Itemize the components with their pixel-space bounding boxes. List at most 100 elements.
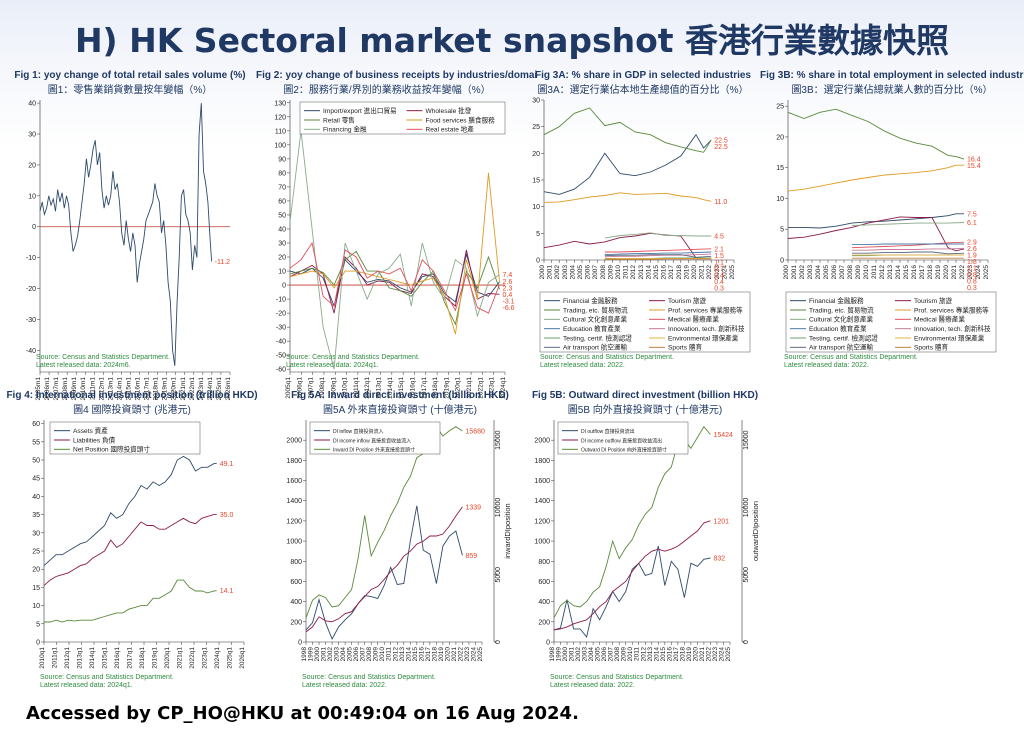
x-tick-label: 2021 [451,647,458,662]
legend-box [299,101,506,135]
x-tick-label: 2025 [729,265,736,280]
x-tick-label: 2002 [799,265,806,280]
x-tick-label: 2025 [477,647,484,662]
last-value-label: 0.4 [502,292,512,299]
page-title: H) HK Sectoral market snapshot 香港行業數據快照 [74,21,950,60]
y-tick-label: 20 [776,134,784,141]
x-tick-label: 2022m1 [189,377,196,401]
last-value-label: 1201 [713,518,729,525]
latest-release-text: Latest released data: 2022. [784,362,869,369]
last-value-label: -6.6 [502,305,514,312]
x-tick-label: 2002 [575,647,582,662]
x-tick-label: 2014 [405,647,412,662]
legend-entry: Financial 金融服務 [809,296,864,305]
x-tick-label: 2024q1 [500,377,507,399]
x-tick-label: 2016q1 [409,377,416,399]
chart-panel-fig2: Fig 2: yoy change of business receipts b… [256,70,537,399]
y-tick-label: 60 [32,421,40,428]
last-value-label: 2.9 [967,240,977,247]
legend: Import/export 進出口貿易 Wholesale 批發 Retail 零售… [299,101,506,135]
x-tick-label: 2017m1 [144,377,151,401]
last-value-label: 2.3 [502,285,512,292]
y-tick-label: 10 [278,269,286,276]
x-tick-label: 2006 [601,647,608,662]
y-tick-label: 110 [275,128,286,135]
y-tick-label: 400 [538,599,550,606]
chart-source: Source: Census and Statistics Department… [40,674,174,690]
x-tick-label: 1998 [301,647,308,662]
chart-panel-fig1: Fig 1: yoy change of total retail sales … [6,70,254,401]
series-line-liabilities [43,514,217,586]
legend-entry: Innovation, tech. 創新科技 [914,324,991,333]
x-tick-label: 2008 [847,265,854,280]
chart-panel-fig5a: Fig 5A: Inward direct investment (billio… [280,390,520,694]
x-tick-label: 2022 [705,647,712,662]
legend: Financial 金融服務 Tourism 旅遊 Trading, etc. 貿易… [539,291,751,353]
last-value-label: 859 [465,553,477,560]
y-tick-label: 2000 [534,438,550,445]
chart-title: Fig 3A: % share in GDP in selected indus… [535,70,751,81]
x-tick-label: 2025 [983,265,990,280]
x-tick-label: 2014 [895,265,902,280]
x-tick-label: 1999 [308,647,315,662]
y-tick-label: 15 [532,178,540,185]
legend-entry: Innovation, tech. 創新科技 [668,324,745,333]
last-value-label: 15424 [713,432,733,439]
y-tick-label: 1400 [534,498,550,505]
x-tick-label: 2014m1 [116,377,123,401]
y-tick-label: 5 [536,231,540,238]
y-tick-label: 0 [36,640,40,647]
last-value-label: 35.0 [220,512,234,519]
x-tick-label: 2010 [615,265,622,280]
y-tick-label: 20 [28,162,36,169]
x-tick-label: 2021q1 [466,377,473,399]
x-tick-label: 2022 [457,647,464,662]
last-value-label: 22.5 [714,138,728,145]
x-tick-label: 2023m1 [198,377,205,401]
legend-entry: Financial 金融服務 [563,296,618,305]
x-tick-label: 2018 [927,265,934,280]
chart-subtitle: 圖1：零售業銷貨數量按年變幅（%） [47,85,213,96]
y-tick-label: -20 [26,286,36,293]
x-tick-label: 2023 [967,265,974,280]
last-value-label: 7.5 [967,211,977,218]
x-tick-label: 2005m1 [35,377,42,401]
series-line-assets [43,455,217,566]
x-tick-label: 2011 [871,265,878,279]
x-tick-label: 2019 [438,647,445,662]
last-value-label: 1.1 [714,259,724,266]
x-tick-label: 2002 [327,647,334,662]
y-tick-label: 0 [298,640,302,647]
chart-panel-fig3a: Fig 3A: % share in GDP in selected indus… [526,70,760,374]
last-value-label: 22.5 [714,144,728,151]
x-tick-label: 2011 [623,265,630,279]
y-tick-label: 100 [274,142,286,149]
y-tick-label: 200 [290,619,302,626]
x-tick-label: 2006 [353,647,360,662]
last-value-label: 11.0 [714,199,727,206]
x-tick-label: 2023q1 [489,377,496,399]
series-line-di [305,505,463,641]
series-line-cultural [851,222,965,226]
x-tick-label: 2009q1 [330,377,337,399]
x-tick-label: 2015 [653,265,660,280]
y-tick-label: 80 [278,170,286,177]
y-tick-label: -20 [276,311,286,318]
y-tick-label: -30 [26,317,36,324]
y-tick-label: -10 [276,297,286,304]
x-tick-label: 2021 [699,647,706,662]
x-tick-label: 2005q1 [285,377,292,399]
last-value-label: 15680 [465,429,485,436]
legend-entry: Sports 體育 [914,343,948,352]
last-value-label: 0.4 [714,272,724,279]
legend-entry: Trading, etc. 貿易物流 [809,305,874,314]
series-line-net [44,579,217,623]
x-tick-label: 2007m1 [53,377,60,401]
chart-panel-fig4: Fig 4: International investment position… [6,390,258,694]
last-value-label: 0.7 [714,266,724,273]
series-line-prof [543,192,712,203]
y-tick-label: 30 [32,530,40,537]
y-tick-label: 50 [278,212,286,219]
legend-box [49,421,201,455]
last-value-label: -3.1 [502,298,514,305]
